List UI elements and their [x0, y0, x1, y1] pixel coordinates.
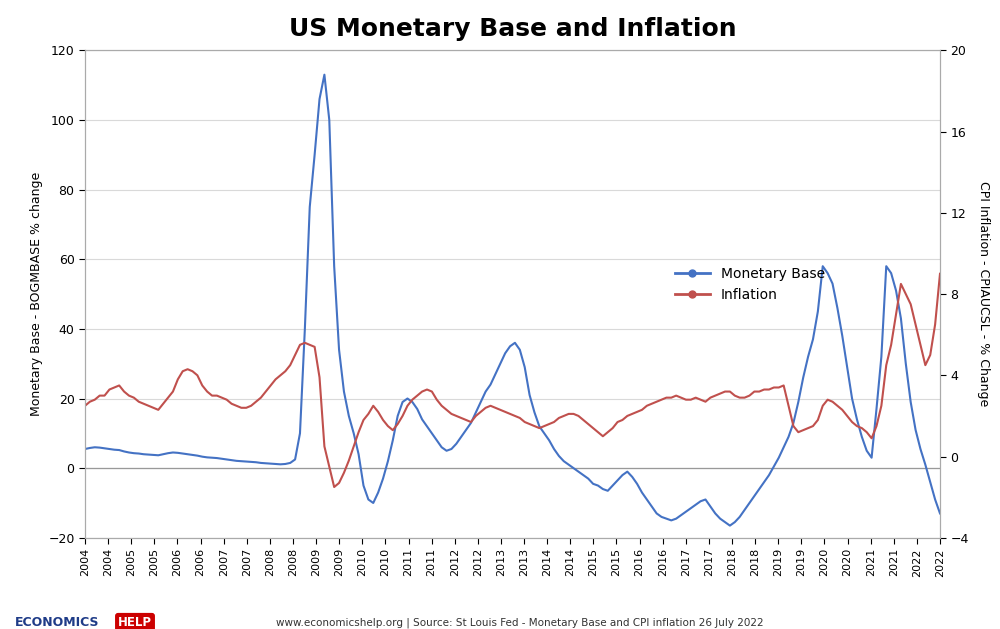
- Text: HELP: HELP: [118, 616, 152, 629]
- Title: US Monetary Base and Inflation: US Monetary Base and Inflation: [289, 18, 736, 42]
- Y-axis label: CPI Inflation - CPIAUCSL - % Change: CPI Inflation - CPIAUCSL - % Change: [977, 181, 990, 407]
- Text: www.economicshelp.org | Source: St Louis Fed - Monetary Base and CPI inflation 2: www.economicshelp.org | Source: St Louis…: [276, 618, 764, 628]
- Legend: Monetary Base, Inflation: Monetary Base, Inflation: [669, 261, 830, 308]
- Text: ECONOMICS: ECONOMICS: [15, 616, 100, 629]
- Y-axis label: Monetary Base - BOGMBASE % change: Monetary Base - BOGMBASE % change: [30, 172, 43, 416]
